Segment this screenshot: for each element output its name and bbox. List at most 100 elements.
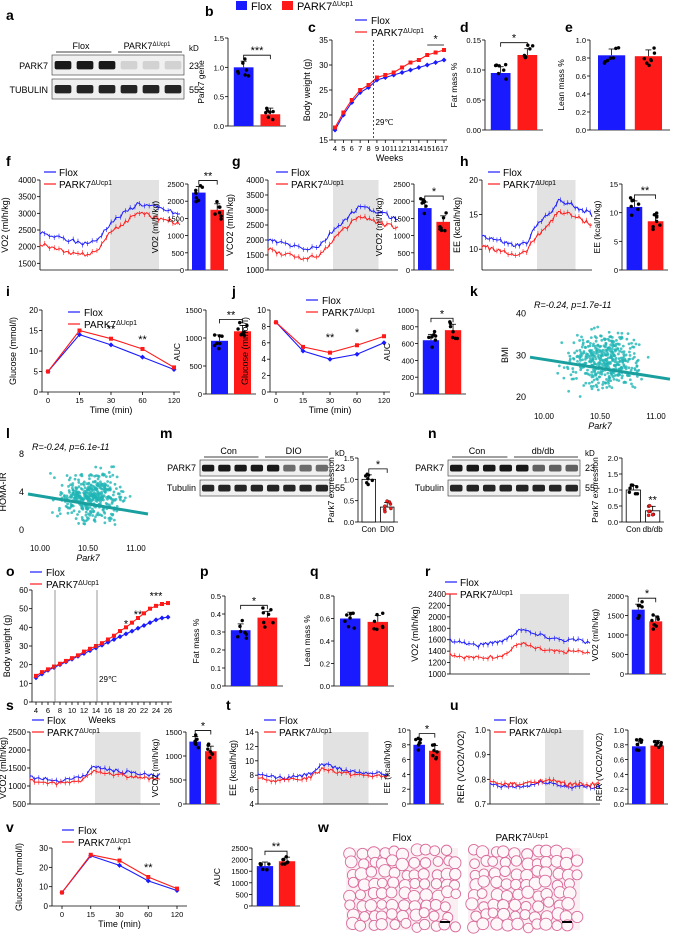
scatter-point	[88, 499, 92, 503]
blot-band	[218, 484, 231, 492]
data-point	[616, 46, 621, 50]
y-tick-label: 1.0	[614, 726, 624, 735]
data-point	[265, 868, 269, 872]
y-tick-label: 1500	[165, 728, 182, 737]
scatter-point	[112, 518, 116, 522]
x-tick-label: 14	[415, 144, 423, 153]
data-point	[627, 490, 632, 494]
panel-letter-c: c	[308, 19, 316, 35]
y-tick-label: 3000	[246, 206, 264, 215]
sig-stars: *	[645, 588, 650, 600]
adipocyte	[430, 878, 443, 890]
y-tick-label: 10	[257, 306, 266, 315]
scatter-point	[606, 371, 610, 375]
legend-ko-label: PARK7ΔUcp1	[297, 1, 353, 13]
sig-bracket	[500, 42, 528, 47]
scatter-point	[101, 495, 105, 499]
scatter-point	[91, 497, 95, 501]
scatter-point	[77, 481, 81, 484]
blot-band	[234, 484, 247, 492]
y-tick-label: 0.2	[614, 785, 624, 794]
scatter-point	[95, 487, 99, 491]
scatter-point	[94, 465, 98, 469]
panel-letter-f: f	[6, 153, 11, 169]
x-tick-label: 14	[92, 706, 100, 715]
temp-label: 29℃	[99, 675, 117, 684]
adipocyte	[417, 868, 430, 881]
bar-chart-r2: 0 500 1000 1500 2000 VO2 (ml/h/kg) *	[590, 588, 666, 679]
blot-kd-value: 55	[585, 483, 595, 493]
bar	[626, 206, 643, 270]
scatter-point	[633, 386, 637, 389]
scatter-point	[612, 354, 616, 358]
scatter-point	[87, 517, 90, 520]
scatter-point	[581, 338, 585, 342]
scatter-point	[581, 343, 585, 347]
bar	[211, 340, 228, 394]
adipocyte	[429, 845, 441, 857]
y-tick-label: 1000	[8, 782, 26, 791]
bar-chart-u2: 0.0 0.2 0.4 0.6 0.8 1.0 RER (VCO2/VO2)	[594, 726, 668, 809]
data-point	[366, 476, 370, 481]
scatter-point	[77, 522, 81, 525]
data-point	[284, 854, 289, 859]
series-marker	[76, 653, 80, 658]
scatter-point	[631, 357, 635, 361]
y-axis-label: RER (VCO2/VO2)	[456, 731, 466, 804]
y-tick-label: 1000	[167, 232, 184, 241]
blot-row-label: TUBULIN	[9, 85, 48, 95]
scatter-point	[620, 350, 624, 354]
sig-bracket	[634, 194, 656, 199]
y-tick-label: 0.6	[320, 615, 330, 624]
data-point	[285, 860, 289, 865]
scatter-point	[615, 378, 619, 382]
bar	[631, 609, 645, 674]
data-point	[363, 474, 368, 478]
scatter-point	[604, 353, 608, 357]
blot-kd-label: kD	[335, 449, 345, 458]
series-line	[334, 49, 445, 128]
scatter-point	[606, 364, 610, 368]
series-marker	[349, 98, 354, 102]
scatter-point	[579, 358, 582, 362]
series-marker	[416, 58, 421, 62]
line-chart-j: 0 2 4 6 8 10 Glucose (mmol/l) 0 15 30 60 120 Time (m…	[240, 296, 390, 415]
y-tick-label: 500	[235, 890, 248, 899]
series-marker	[301, 344, 305, 349]
blot-row-label: PARK7	[415, 463, 444, 473]
bar-chart-j2: 0 200 400 600 800 1000 AUC *	[382, 306, 466, 399]
data-point	[344, 613, 349, 617]
scatter-point	[85, 491, 89, 495]
scatter-point	[572, 341, 576, 345]
scatter-point	[84, 513, 88, 517]
adipocyte	[418, 907, 430, 919]
adipocyte	[450, 888, 462, 900]
y-tick-label: 0.4	[320, 637, 330, 646]
y-tick-label: 1500	[185, 306, 202, 315]
y-axis-label: Body weight (g)	[302, 59, 312, 122]
y-axis-label: AUC	[212, 868, 222, 886]
y-tick-label: 0.0	[214, 122, 224, 131]
legend-sup: ΔUcp1	[311, 728, 332, 735]
bar-chart-d: 0.00 0.05 0.10 0.15 Fat mass % *	[449, 33, 543, 135]
scatter-point	[588, 350, 592, 354]
data-point	[438, 224, 442, 229]
data-point	[194, 742, 198, 747]
y-tick-label: 0	[406, 266, 410, 275]
y-tick-label: 2	[262, 372, 267, 381]
y-axis-label: Glucose (mmol/l)	[240, 317, 250, 385]
scatter-point	[106, 480, 110, 483]
scatter-point	[99, 500, 102, 504]
scatter-point	[609, 379, 613, 383]
sig-bracket	[264, 850, 288, 856]
adipocyte	[356, 847, 369, 860]
legend-label: PARK7ΔUcp1	[371, 28, 424, 39]
y-tick-label: 20	[39, 863, 48, 872]
scatter-point	[110, 465, 114, 469]
scatter-point	[618, 349, 622, 353]
adipocyte	[386, 908, 398, 920]
x-tick-label: 15	[423, 144, 431, 153]
adipocyte	[355, 889, 366, 901]
series-marker	[433, 50, 438, 55]
